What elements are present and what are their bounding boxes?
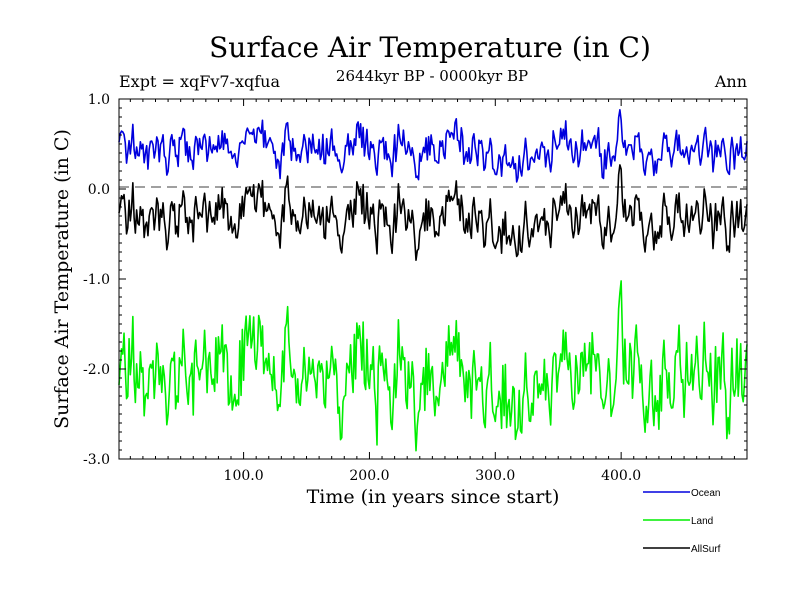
x-axis-label: Time (in years since start) [307,486,560,508]
legend-label-ocean: Ocean [691,488,720,499]
x-tick-label: 100.0 [224,468,264,484]
x-tick-label: 200.0 [349,468,389,484]
legend-label-land: Land [691,516,713,527]
y-tick-label: 0.0 [88,182,110,198]
y-tick-label: -3.0 [83,452,110,468]
legend: Ocean Land AllSurf [643,488,721,555]
y-axis-label: Surface Air Temperature (in C) [51,129,73,429]
chart-title: Surface Air Temperature (in C) [209,31,651,64]
x-tick-label: 400.0 [601,468,641,484]
season-label: Ann [714,72,747,91]
x-tick-label: 300.0 [475,468,515,484]
series-line-land [118,280,748,452]
chart-subtitle: 2644kyr BP - 0000kyr BP [336,67,528,85]
series-line-ocean [118,109,748,183]
axis-layer: 100.0 200.0 300.0 400.0 1.0 0.0 -1.0 -2.0 -3.0 [83,92,747,484]
y-tick-label: 1.0 [88,92,110,108]
experiment-label: Expt = xqFv7-xqfua [119,72,280,91]
y-tick-label: -1.0 [83,272,110,288]
y-tick-label: -2.0 [83,362,110,378]
series-layer [118,109,748,452]
legend-label-allsurf: AllSurf [691,544,721,555]
series-line-allsurf [118,164,748,261]
